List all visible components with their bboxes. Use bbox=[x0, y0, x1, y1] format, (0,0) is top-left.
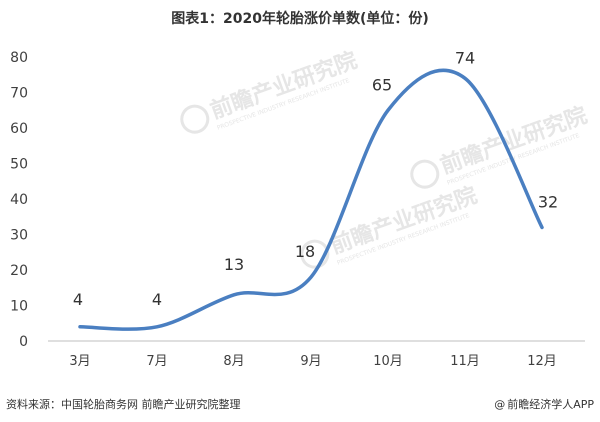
x-tick-label: 9月 bbox=[300, 354, 321, 369]
y-tick-label: 0 bbox=[19, 334, 28, 350]
data-labels: 4 4 13 18 65 74 32 bbox=[73, 48, 558, 309]
source-note: 资料来源：中国轮胎商务网 前瞻产业研究院整理 bbox=[6, 398, 241, 411]
y-tick-label: 20 bbox=[10, 263, 28, 279]
data-label: 18 bbox=[295, 242, 315, 261]
y-tick-label: 60 bbox=[10, 121, 28, 137]
data-label: 65 bbox=[372, 75, 392, 94]
brand-credit: @ 前瞻经济学人APP bbox=[494, 396, 594, 412]
x-tick-label: 11月 bbox=[450, 354, 480, 369]
data-label: 13 bbox=[224, 255, 244, 274]
x-tick-label: 3月 bbox=[69, 354, 90, 369]
x-tick-label: 10月 bbox=[373, 354, 403, 369]
y-tick-label: 10 bbox=[10, 299, 28, 315]
y-tick-label: 30 bbox=[10, 228, 28, 244]
y-tick-label: 40 bbox=[10, 192, 28, 208]
y-tick-label: 70 bbox=[10, 86, 28, 102]
chart-title: 图表1：2020年轮胎涨价单数(单位：份) bbox=[171, 11, 429, 27]
y-tick-label: 50 bbox=[10, 157, 28, 173]
x-tick-label: 8月 bbox=[223, 354, 244, 369]
y-tick-label: 80 bbox=[10, 50, 28, 66]
x-tick-label: 7月 bbox=[146, 354, 167, 369]
series-layer bbox=[78, 68, 544, 331]
data-label: 4 bbox=[152, 290, 162, 309]
data-label: 4 bbox=[73, 290, 83, 309]
data-label: 32 bbox=[538, 192, 558, 211]
brand-name: 前瞻经济学人APP bbox=[507, 398, 594, 411]
chart-axes: 0 10 20 30 40 50 60 70 80 3月 7月 8月 9月 10月 11月 12月 bbox=[10, 50, 585, 369]
data-label: 74 bbox=[455, 48, 475, 67]
x-tick-label: 12月 bbox=[527, 354, 557, 369]
series-line bbox=[78, 68, 544, 331]
at-symbol: @ bbox=[494, 398, 506, 411]
